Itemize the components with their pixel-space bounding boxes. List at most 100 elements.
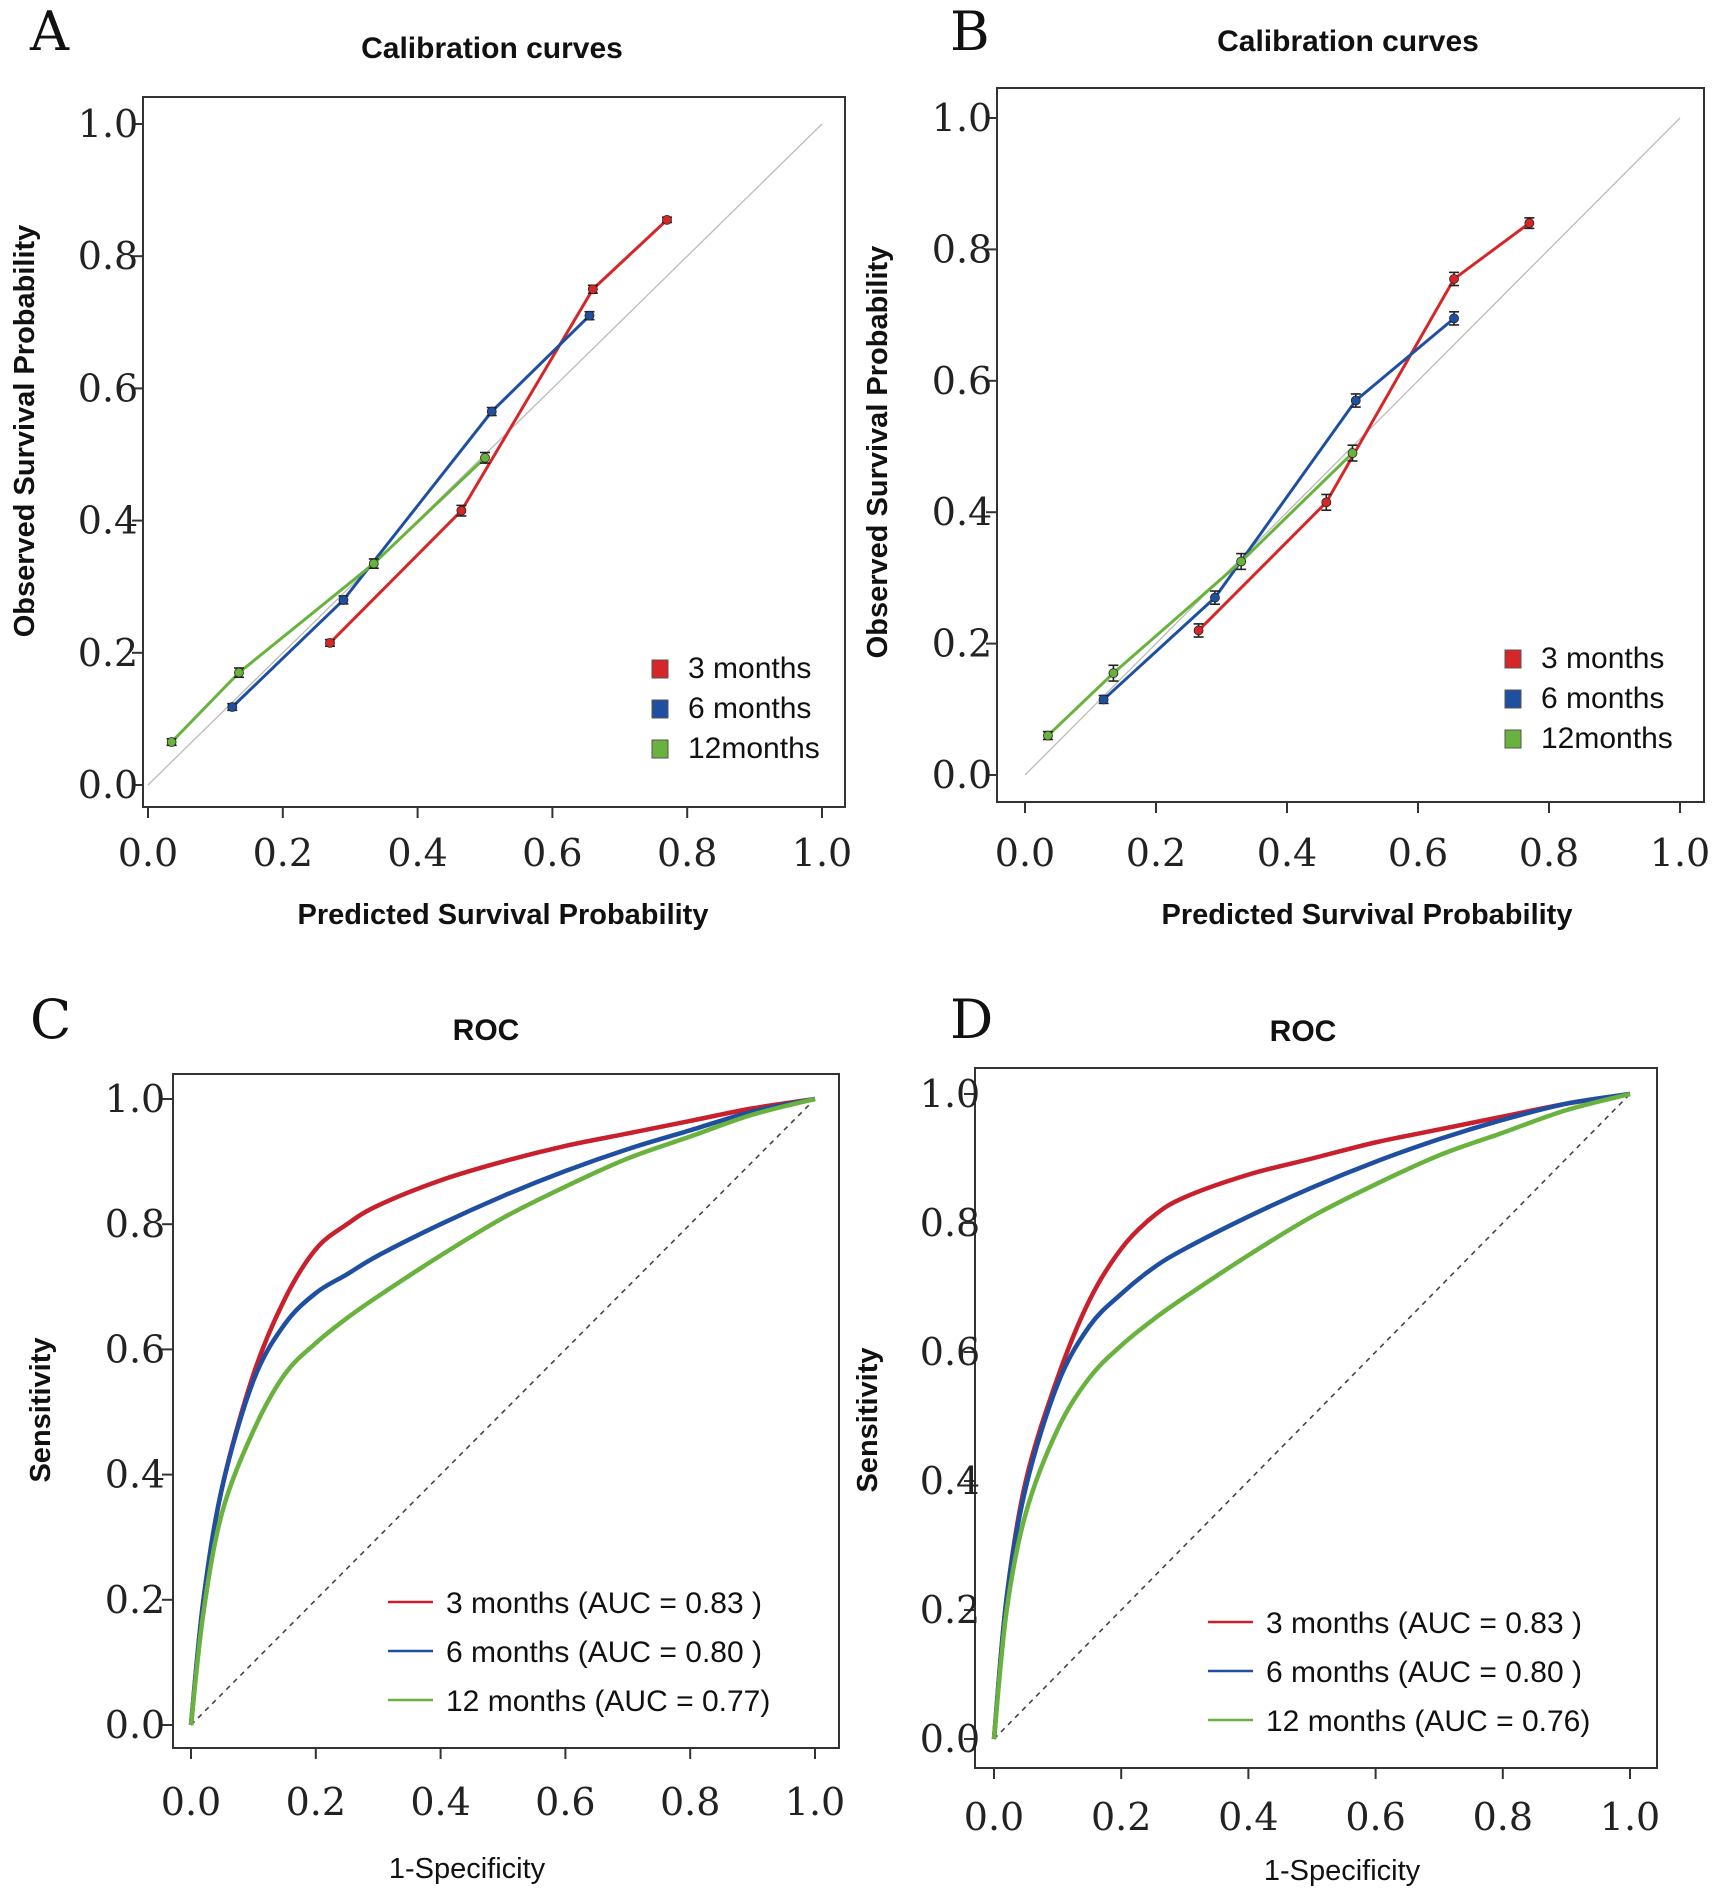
- y-tick-label: 0.2: [78, 631, 138, 675]
- x-axis-label-c: 1-Specificity: [389, 1853, 546, 1885]
- data-point-series-12months-a: [368, 558, 379, 569]
- data-point-series-12months-b: [1043, 730, 1053, 741]
- legend-swatch: [1504, 649, 1522, 669]
- data-point-series-6-b: [1210, 592, 1220, 603]
- panel-letter-d: D: [950, 988, 993, 1051]
- y-tick-label: 0.2: [920, 1588, 980, 1632]
- roc-curve-series-6-c: [188, 1096, 816, 1726]
- calibration-line-series-3-b: [1197, 221, 1531, 632]
- chart-title-d: ROC: [1270, 1015, 1337, 1048]
- y-axis-label-a: Observed Survival Probability: [9, 225, 41, 638]
- x-tick-label: 0.0: [161, 1780, 221, 1824]
- y-axis-label-d: Sensitivity: [852, 1347, 884, 1492]
- calibration-line-series-6-a: [231, 314, 591, 709]
- roc-curve-series-12-d: [991, 1091, 1631, 1740]
- y-tick-label: 0.4: [78, 499, 138, 543]
- roc-curve-series-6-d: [991, 1091, 1631, 1740]
- y-axis-label-c: Sensitivity: [25, 1337, 57, 1482]
- legend-swatch: [1504, 729, 1522, 749]
- chart-title-c: ROC: [453, 1014, 520, 1047]
- panel-b: B Calibration curves 0.0 0.2 0.4 0.6 0.8 1.0 0.0…: [862, 0, 1710, 931]
- x-tick-label: 0.4: [1257, 831, 1317, 875]
- x-tick-label: 0.8: [1519, 831, 1579, 875]
- data-point-series-6-a: [338, 595, 349, 605]
- x-tick-label: 0.6: [1388, 831, 1448, 875]
- x-tick-label: 0.2: [1126, 831, 1186, 875]
- data-point-series-12months-a: [480, 452, 490, 463]
- plot-frame-a: [142, 96, 846, 808]
- y-tick-label: 1.0: [932, 96, 992, 140]
- legend-label: 3 months (AUC = 0.83 ): [1266, 1607, 1582, 1640]
- x-tick-label: 0.8: [657, 831, 717, 875]
- reference-diagonal-d: [993, 1093, 1631, 1740]
- x-axis-label-d: 1-Specificity: [1264, 1855, 1421, 1887]
- x-tick-label: 0.4: [410, 1780, 470, 1824]
- x-tick-label: 1.0: [1650, 831, 1710, 875]
- y-tick-label: 0.6: [78, 366, 138, 410]
- x-tick-label: 0.0: [995, 831, 1055, 875]
- x-tick-label: 0.6: [535, 1780, 595, 1824]
- y-tick-label: 0.4: [932, 490, 992, 534]
- y-tick-label: 0.0: [920, 1717, 980, 1761]
- legend-swatch: [651, 659, 669, 679]
- panel-letter-c: C: [30, 988, 71, 1051]
- y-tick-label: 0.0: [932, 753, 992, 797]
- data-point-series-3-a: [325, 637, 335, 648]
- y-tick-label: 0.6: [920, 1330, 980, 1374]
- y-tick-label: 0.6: [105, 1327, 165, 1371]
- y-tick-label: 0.8: [920, 1201, 980, 1245]
- x-tick-label: 1.0: [785, 1780, 845, 1824]
- legend-label: 6 months (AUC = 0.80 ): [446, 1636, 762, 1669]
- x-tick-label: 0.6: [522, 831, 582, 875]
- x-tick-label: 0.6: [1345, 1795, 1405, 1839]
- x-tick-label: 0.0: [964, 1795, 1024, 1839]
- data-point-series-6-a: [584, 310, 595, 321]
- data-point-series-6-b: [1350, 395, 1361, 406]
- calibration-line-series-3-a: [328, 218, 669, 644]
- legend-label: 12 months (AUC = 0.77): [446, 1685, 770, 1718]
- legend-label: 3 months (AUC = 0.83 ): [446, 1587, 762, 1620]
- data-point-series-12months-b: [1236, 556, 1247, 567]
- reference-diagonal-c: [190, 1098, 816, 1726]
- roc-curve-series-12-c: [188, 1096, 816, 1726]
- y-tick-label: 0.8: [105, 1202, 165, 1246]
- legend-label: 6 months: [688, 692, 811, 725]
- x-axis-label-b: Predicted Survival Probability: [1162, 899, 1573, 931]
- y-tick-label: 0.2: [105, 1578, 165, 1622]
- data-point-series-3-b: [1449, 274, 1459, 284]
- calibration-line-series-12months-a: [170, 456, 487, 744]
- y-tick-label: 1.0: [920, 1072, 980, 1116]
- legend-label: 3 months: [1541, 642, 1664, 675]
- x-axis-label-a: Predicted Survival Probability: [298, 899, 709, 931]
- data-point-series-12months-a: [166, 737, 177, 747]
- y-tick-label: 0.8: [78, 234, 138, 278]
- data-point-series-6-a: [227, 702, 238, 712]
- plot-frame-d: [974, 1067, 1658, 1769]
- y-tick-label: 0.6: [932, 359, 992, 403]
- x-tick-label: 0.8: [660, 1780, 720, 1824]
- legend-label: 3 months: [688, 652, 811, 685]
- chart-title-a: Calibration curves: [361, 32, 623, 65]
- x-tick-label: 0.4: [387, 831, 447, 875]
- chart-title-b: Calibration curves: [1217, 25, 1479, 58]
- y-tick-label: 0.4: [105, 1453, 165, 1497]
- legend-label: 6 months: [1541, 682, 1664, 715]
- calibration-line-series-12months-b: [1046, 451, 1354, 737]
- x-tick-label: 0.2: [1091, 1795, 1151, 1839]
- data-point-series-12months-b: [1347, 448, 1358, 458]
- data-point-series-12months-a: [234, 667, 244, 678]
- data-point-series-3-b: [1321, 497, 1332, 508]
- panel-c: C ROC 0.0 0.2 0.4 0.6 0.8 1.0 0.0 0.2 0.4 0.6 0.8 1.0…: [25, 988, 845, 1885]
- y-tick-label: 1.0: [78, 102, 138, 146]
- panel-a: A Calibration curves 0.0 0.2 0.4 0.6 0.8 1.0 0.0…: [9, 0, 852, 931]
- data-point-series-6-a: [486, 406, 497, 417]
- panel-d: D ROC 0.0 0.2 0.4 0.6 0.8 1.0 0.0 0.2 0.4 0.6 0.8 1.0…: [852, 988, 1660, 1887]
- plot-frame-c: [172, 1073, 840, 1749]
- data-point-series-3-b: [1193, 625, 1204, 636]
- legend-label: 12 months (AUC = 0.76): [1266, 1705, 1590, 1738]
- y-tick-label: 0.0: [78, 763, 138, 807]
- data-point-series-6-b: [1098, 694, 1109, 705]
- y-tick-label: 0.8: [932, 227, 992, 271]
- y-tick-label: 0.4: [920, 1459, 980, 1503]
- y-tick-label: 0.2: [932, 622, 992, 666]
